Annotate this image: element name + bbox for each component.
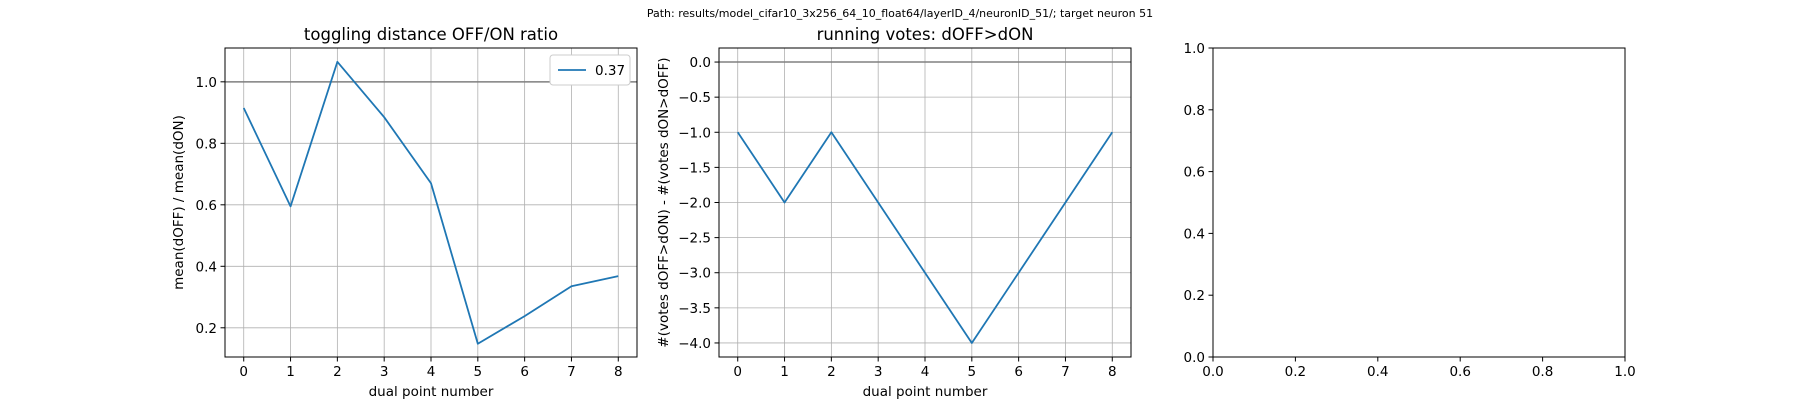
- y-tick-label: −2.5: [678, 231, 711, 247]
- x-tick-label: 0.2: [1285, 364, 1306, 380]
- y-tick-label: 0.4: [196, 259, 217, 275]
- y-tick-label: 0.4: [1184, 226, 1205, 242]
- y-tick-label: 0.2: [196, 321, 217, 337]
- y-tick-label: −0.5: [678, 90, 711, 106]
- x-tick-label: 2: [827, 364, 836, 380]
- series-line: [736, 131, 1114, 344]
- figure-suptitle: Path: results/model_cifar10_3x256_64_10_…: [646, 7, 1154, 20]
- x-tick-label: 0.0: [1202, 364, 1223, 380]
- x-tick-label: 1.0: [1614, 364, 1635, 380]
- x-tick-label: 1: [286, 364, 295, 380]
- y-tick-label: 1.0: [1184, 41, 1205, 57]
- y-tick-label: −1.0: [678, 125, 711, 141]
- axes-frame: [1212, 47, 1626, 358]
- series-line: [242, 60, 619, 345]
- x-tick-label: 2: [333, 364, 342, 380]
- x-tick-label: 0.8: [1532, 364, 1553, 380]
- y-tick-label: −1.5: [678, 160, 711, 176]
- y-tick-label: −2.0: [678, 196, 711, 212]
- x-tick-label: 8: [1108, 364, 1117, 380]
- y-tick-label: 0.0: [690, 55, 711, 71]
- x-tick-label: 8: [614, 364, 623, 380]
- x-tick-label: 6: [520, 364, 529, 380]
- y-tick-label: 0.8: [196, 136, 217, 152]
- x-axis-label: dual point number: [863, 384, 988, 400]
- y-tick-label: −4.0: [678, 336, 711, 352]
- y-tick-label: 0.6: [196, 198, 217, 214]
- y-axis-label: mean(dOFF) / mean(dON): [171, 115, 187, 290]
- x-tick-label: 0.4: [1367, 364, 1388, 380]
- chart-title: running votes: dOFF>dON: [817, 25, 1034, 44]
- x-axis-label: dual point number: [369, 384, 494, 400]
- x-tick-label: 1: [780, 364, 789, 380]
- x-tick-label: 6: [1014, 364, 1023, 380]
- y-tick-label: 0.6: [1184, 165, 1205, 181]
- y-tick-label: 0.2: [1184, 288, 1205, 304]
- y-tick-label: 0.8: [1184, 103, 1205, 119]
- y-axis-label: #(votes dOFF>dON) - #(votes dON>dOFF): [656, 57, 672, 347]
- x-tick-label: 0: [239, 364, 248, 380]
- y-tick-label: 0.0: [1184, 350, 1205, 366]
- x-tick-label: 7: [567, 364, 576, 380]
- legend-box: [549, 54, 631, 86]
- y-tick-label: −3.5: [678, 301, 711, 317]
- x-tick-label: 4: [921, 364, 930, 380]
- x-tick-label: 4: [427, 364, 436, 380]
- legend-label: 0.37: [595, 63, 625, 79]
- x-tick-label: 3: [874, 364, 883, 380]
- x-tick-label: 7: [1061, 364, 1070, 380]
- x-tick-label: 0.6: [1449, 364, 1470, 380]
- chart-title: toggling distance OFF/ON ratio: [304, 25, 558, 44]
- y-tick-label: −3.0: [678, 266, 711, 282]
- x-tick-label: 5: [474, 364, 483, 380]
- x-tick-label: 0: [733, 364, 742, 380]
- x-tick-label: 5: [968, 364, 977, 380]
- y-tick-label: 1.0: [196, 75, 217, 91]
- x-tick-label: 3: [380, 364, 389, 380]
